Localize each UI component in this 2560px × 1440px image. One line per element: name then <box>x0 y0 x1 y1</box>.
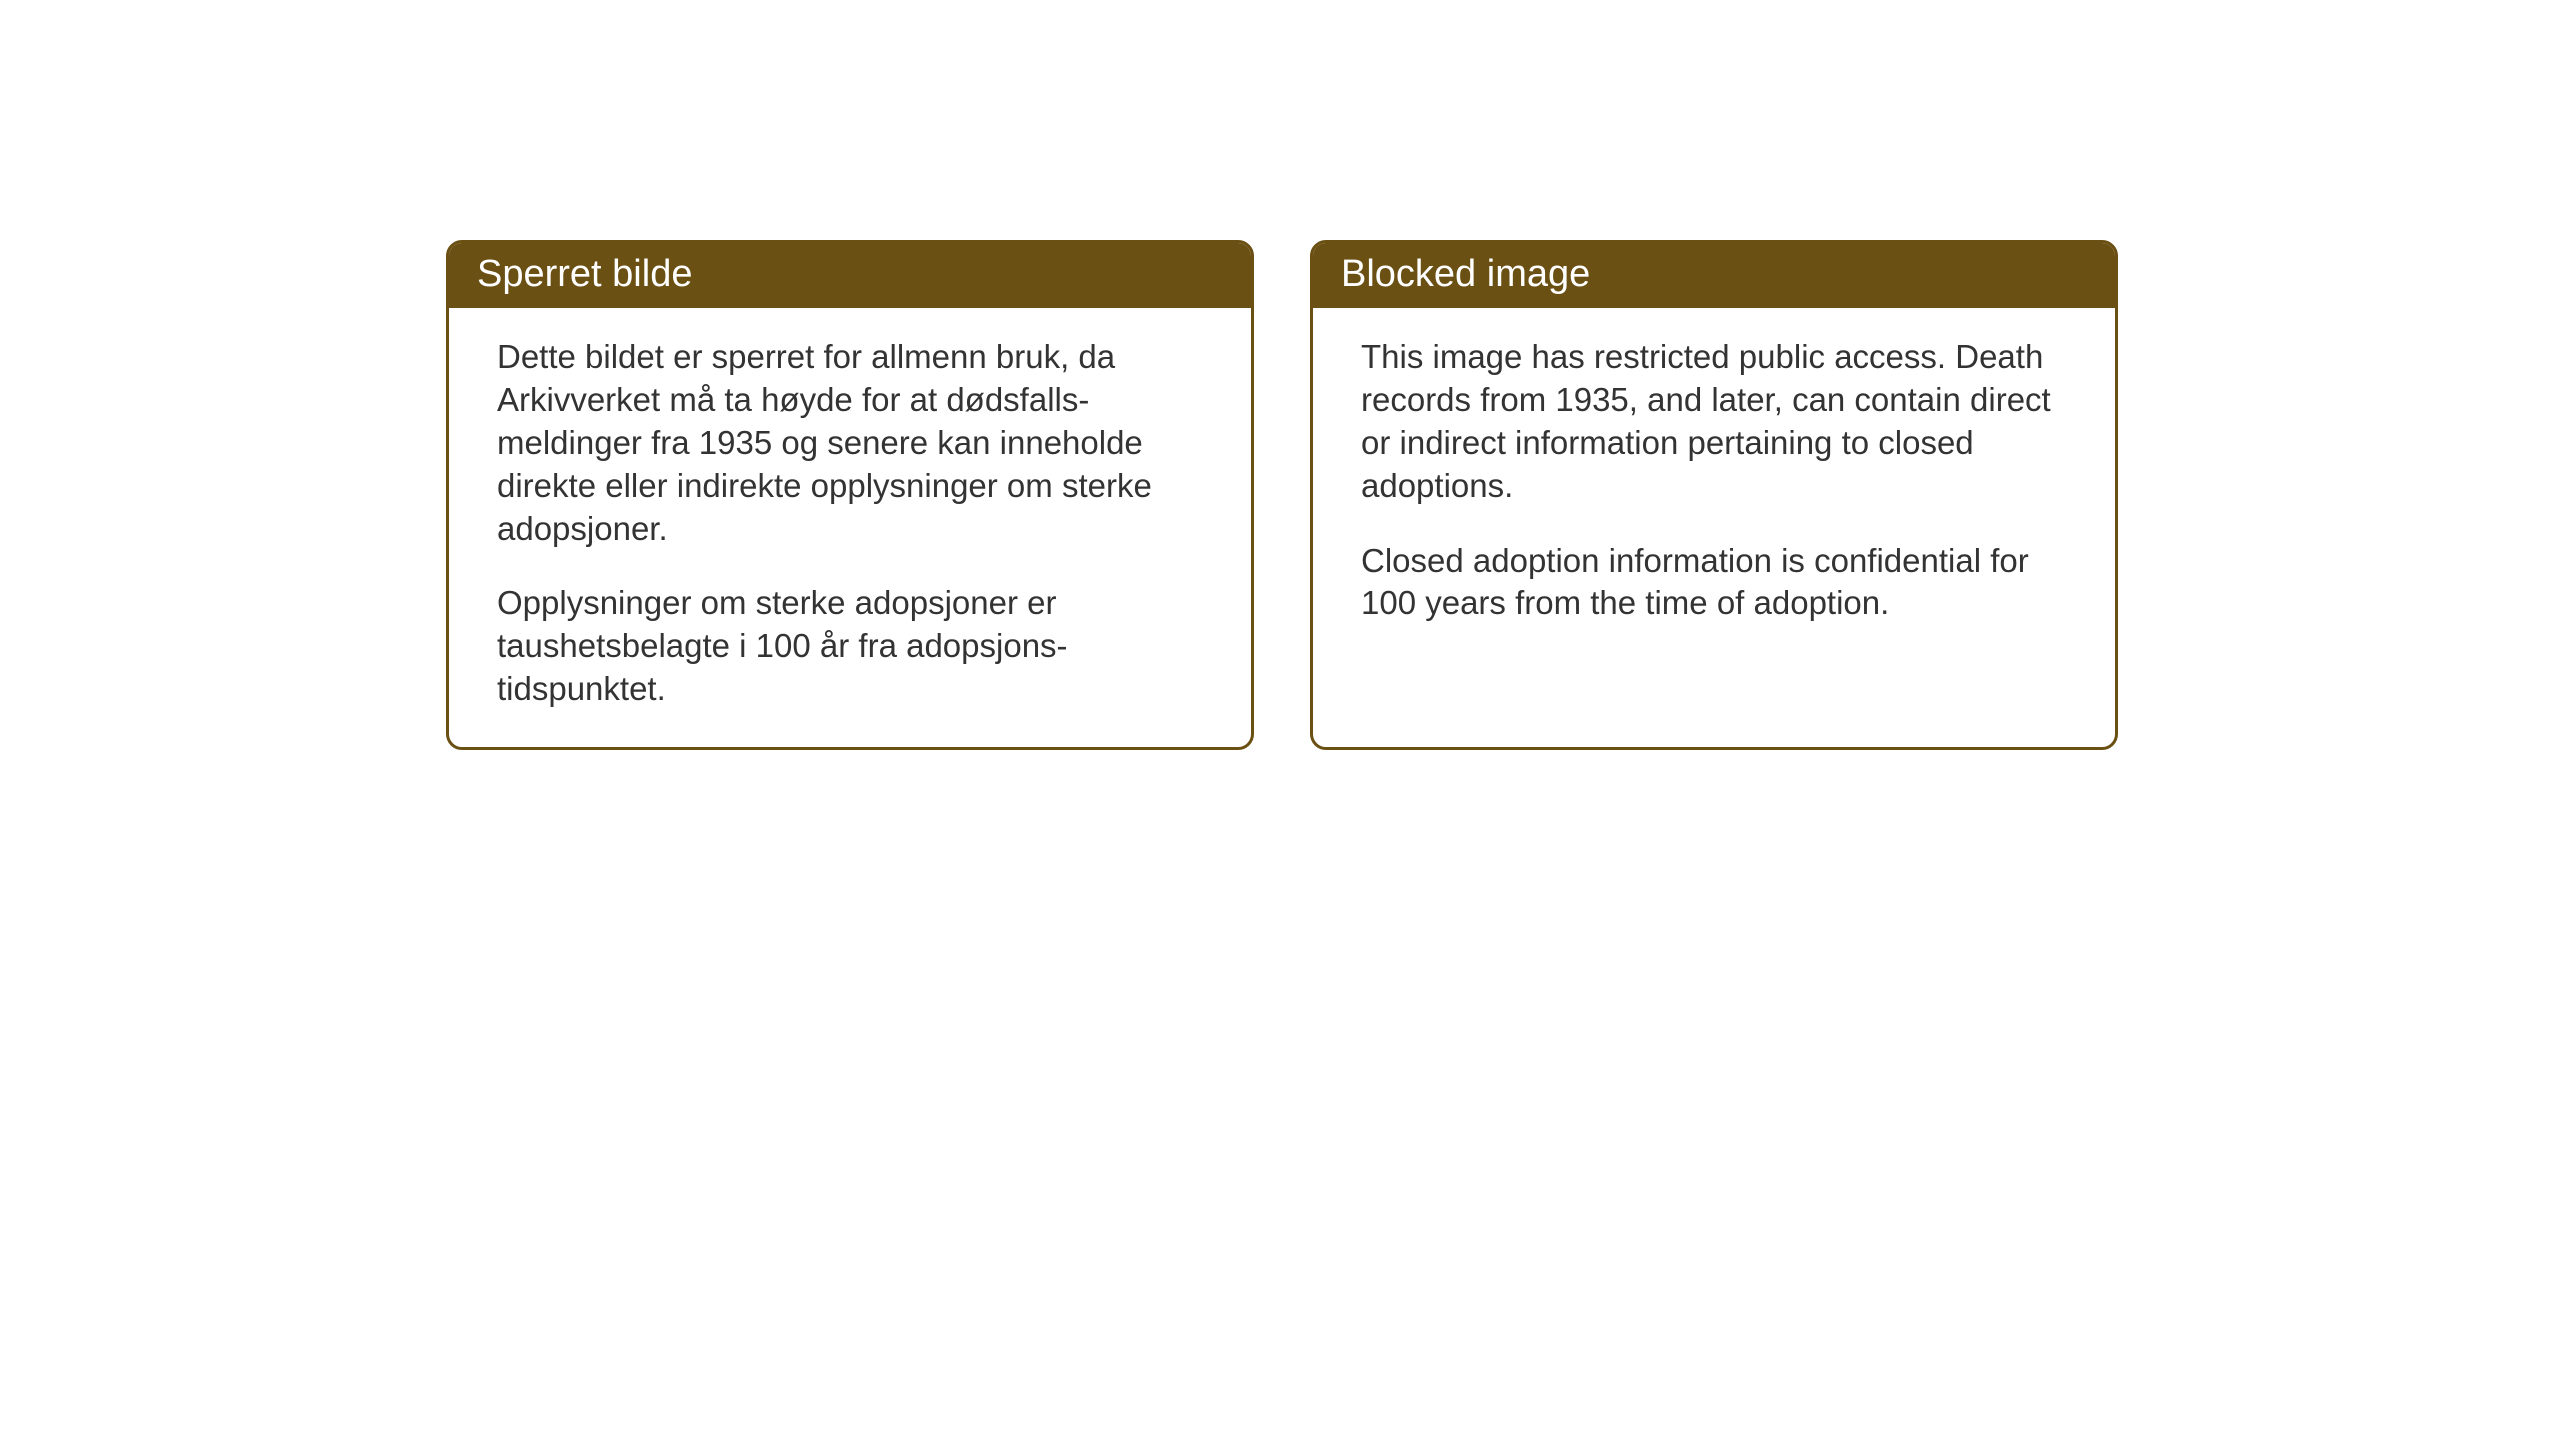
notice-paragraph-2-english: Closed adoption information is confident… <box>1361 540 2077 626</box>
notice-card-norwegian: Sperret bilde Dette bildet er sperret fo… <box>446 240 1254 750</box>
notice-paragraph-1-norwegian: Dette bildet er sperret for allmenn bruk… <box>497 336 1213 550</box>
notice-card-english: Blocked image This image has restricted … <box>1310 240 2118 750</box>
notice-header-norwegian: Sperret bilde <box>449 243 1251 308</box>
notice-paragraph-1-english: This image has restricted public access.… <box>1361 336 2077 508</box>
notice-body-english: This image has restricted public access.… <box>1313 308 2115 661</box>
notice-header-english: Blocked image <box>1313 243 2115 308</box>
notice-paragraph-2-norwegian: Opplysninger om sterke adopsjoner er tau… <box>497 582 1213 711</box>
notice-title-norwegian: Sperret bilde <box>477 253 692 295</box>
notice-body-norwegian: Dette bildet er sperret for allmenn bruk… <box>449 308 1251 747</box>
notice-title-english: Blocked image <box>1341 253 1590 295</box>
notice-container: Sperret bilde Dette bildet er sperret fo… <box>446 240 2118 750</box>
